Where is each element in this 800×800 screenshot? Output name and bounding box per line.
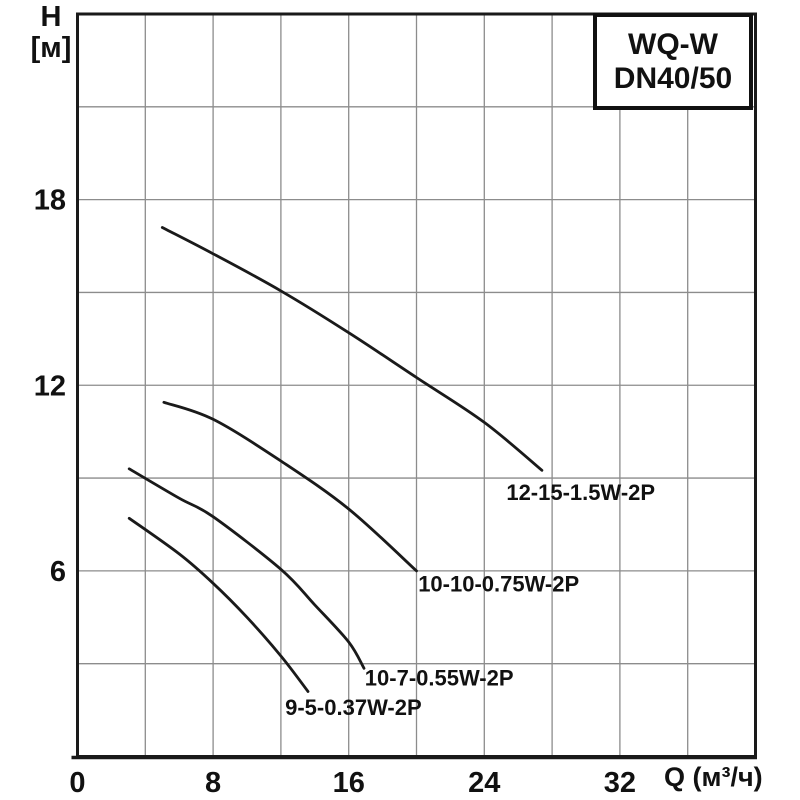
y-tick-label-12: 12 (34, 370, 66, 402)
model-series-dn: DN40/50 (613, 61, 733, 95)
x-axis-title: Q (м³/ч) (664, 762, 763, 792)
x-tick-label-16: 16 (333, 767, 365, 799)
curve-label-10-10-0.75W-2P: 10-10-0.75W-2P (418, 571, 579, 596)
curve-label-10-7-0.55W-2P: 10-7-0.55W-2P (365, 666, 514, 691)
curve-10-7-0.55W-2P (127, 467, 366, 670)
y-axis-title: H [м] (26, 2, 76, 64)
x-tick-label-24: 24 (468, 767, 500, 799)
x-tick-label-8: 8 (205, 767, 221, 799)
model-series-box: WQ-W DN40/50 (593, 13, 753, 110)
y-axis-unit: [м] (30, 32, 72, 64)
curve-10-10-0.75W-2P (162, 400, 418, 573)
y-axis-symbol: H (40, 1, 62, 33)
y-tick-label-18: 18 (34, 185, 66, 217)
curve-label-9-5-0.37W-2P: 9-5-0.37W-2P (285, 695, 422, 720)
curve-label-12-15-1.5W-2P: 12-15-1.5W-2P (506, 480, 655, 505)
curve-9-5-0.37W-2P (127, 516, 310, 693)
curve-12-15-1.5W-2P (160, 226, 544, 472)
x-tick-label-32: 32 (604, 767, 636, 799)
model-series-name: WQ-W (628, 27, 718, 61)
x-tick-label-0: 0 (69, 767, 85, 799)
y-tick-label-6: 6 (50, 556, 66, 588)
